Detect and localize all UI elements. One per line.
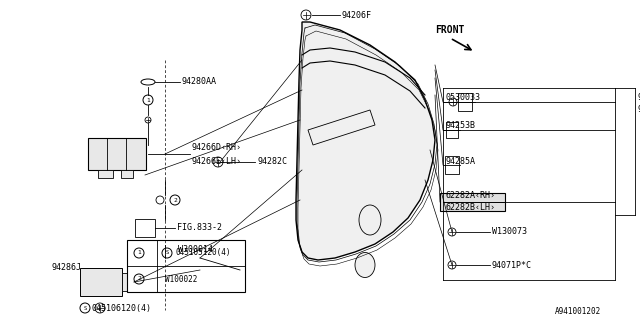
Text: 0530033: 0530033 [446, 93, 481, 102]
Text: 94223 ‹RH›: 94223 ‹RH› [638, 92, 640, 101]
Circle shape [95, 303, 105, 313]
Bar [80, 268, 122, 296]
Text: W300014: W300014 [178, 245, 213, 254]
Ellipse shape [359, 205, 381, 235]
Text: 1: 1 [137, 251, 141, 255]
Circle shape [195, 253, 205, 263]
Text: 62282A‹RH›: 62282A‹RH› [446, 191, 496, 201]
Ellipse shape [141, 79, 155, 85]
Circle shape [145, 117, 151, 123]
Text: 94253B: 94253B [446, 122, 476, 131]
Text: 94206F: 94206F [342, 11, 372, 20]
Circle shape [449, 98, 457, 106]
Text: 94266D‹RH›: 94266D‹RH› [192, 143, 242, 153]
Bar [440, 193, 505, 211]
Bar [121, 170, 133, 178]
Text: 045105120(4): 045105120(4) [175, 249, 230, 258]
Ellipse shape [355, 252, 375, 277]
Text: S: S [165, 251, 168, 255]
Circle shape [156, 196, 164, 204]
Bar [446, 122, 458, 138]
Text: 94285A: 94285A [446, 156, 476, 165]
Text: 94282C: 94282C [258, 157, 288, 166]
Circle shape [448, 261, 456, 269]
Text: 94266E‹LH›: 94266E‹LH› [192, 157, 242, 166]
Circle shape [301, 10, 311, 20]
Bar [88, 138, 146, 170]
Text: 045106120(4): 045106120(4) [92, 303, 152, 313]
Bar [122, 273, 134, 291]
Circle shape [448, 228, 456, 236]
Text: 94286J: 94286J [52, 263, 82, 273]
Bar [458, 93, 472, 111]
Text: 62282B‹LH›: 62282B‹LH› [446, 204, 496, 212]
Bar [127, 240, 245, 292]
Text: 94280AA: 94280AA [182, 77, 217, 86]
Text: 94071P*C: 94071P*C [492, 260, 532, 269]
Text: FRONT: FRONT [435, 25, 465, 35]
Text: 2: 2 [173, 197, 177, 203]
Text: 94223A‹LH›: 94223A‹LH› [638, 106, 640, 115]
Bar [98, 170, 113, 178]
Text: 1: 1 [146, 98, 150, 102]
Text: W130073: W130073 [492, 228, 527, 236]
Bar [445, 156, 459, 174]
Polygon shape [296, 22, 435, 260]
Text: FIG.833-2: FIG.833-2 [177, 223, 222, 233]
Circle shape [213, 157, 223, 167]
Text: W100022: W100022 [165, 275, 197, 284]
Text: A941001202: A941001202 [555, 308, 601, 316]
Text: S: S [83, 306, 86, 310]
Bar [135, 219, 155, 237]
Text: 2: 2 [137, 276, 141, 282]
